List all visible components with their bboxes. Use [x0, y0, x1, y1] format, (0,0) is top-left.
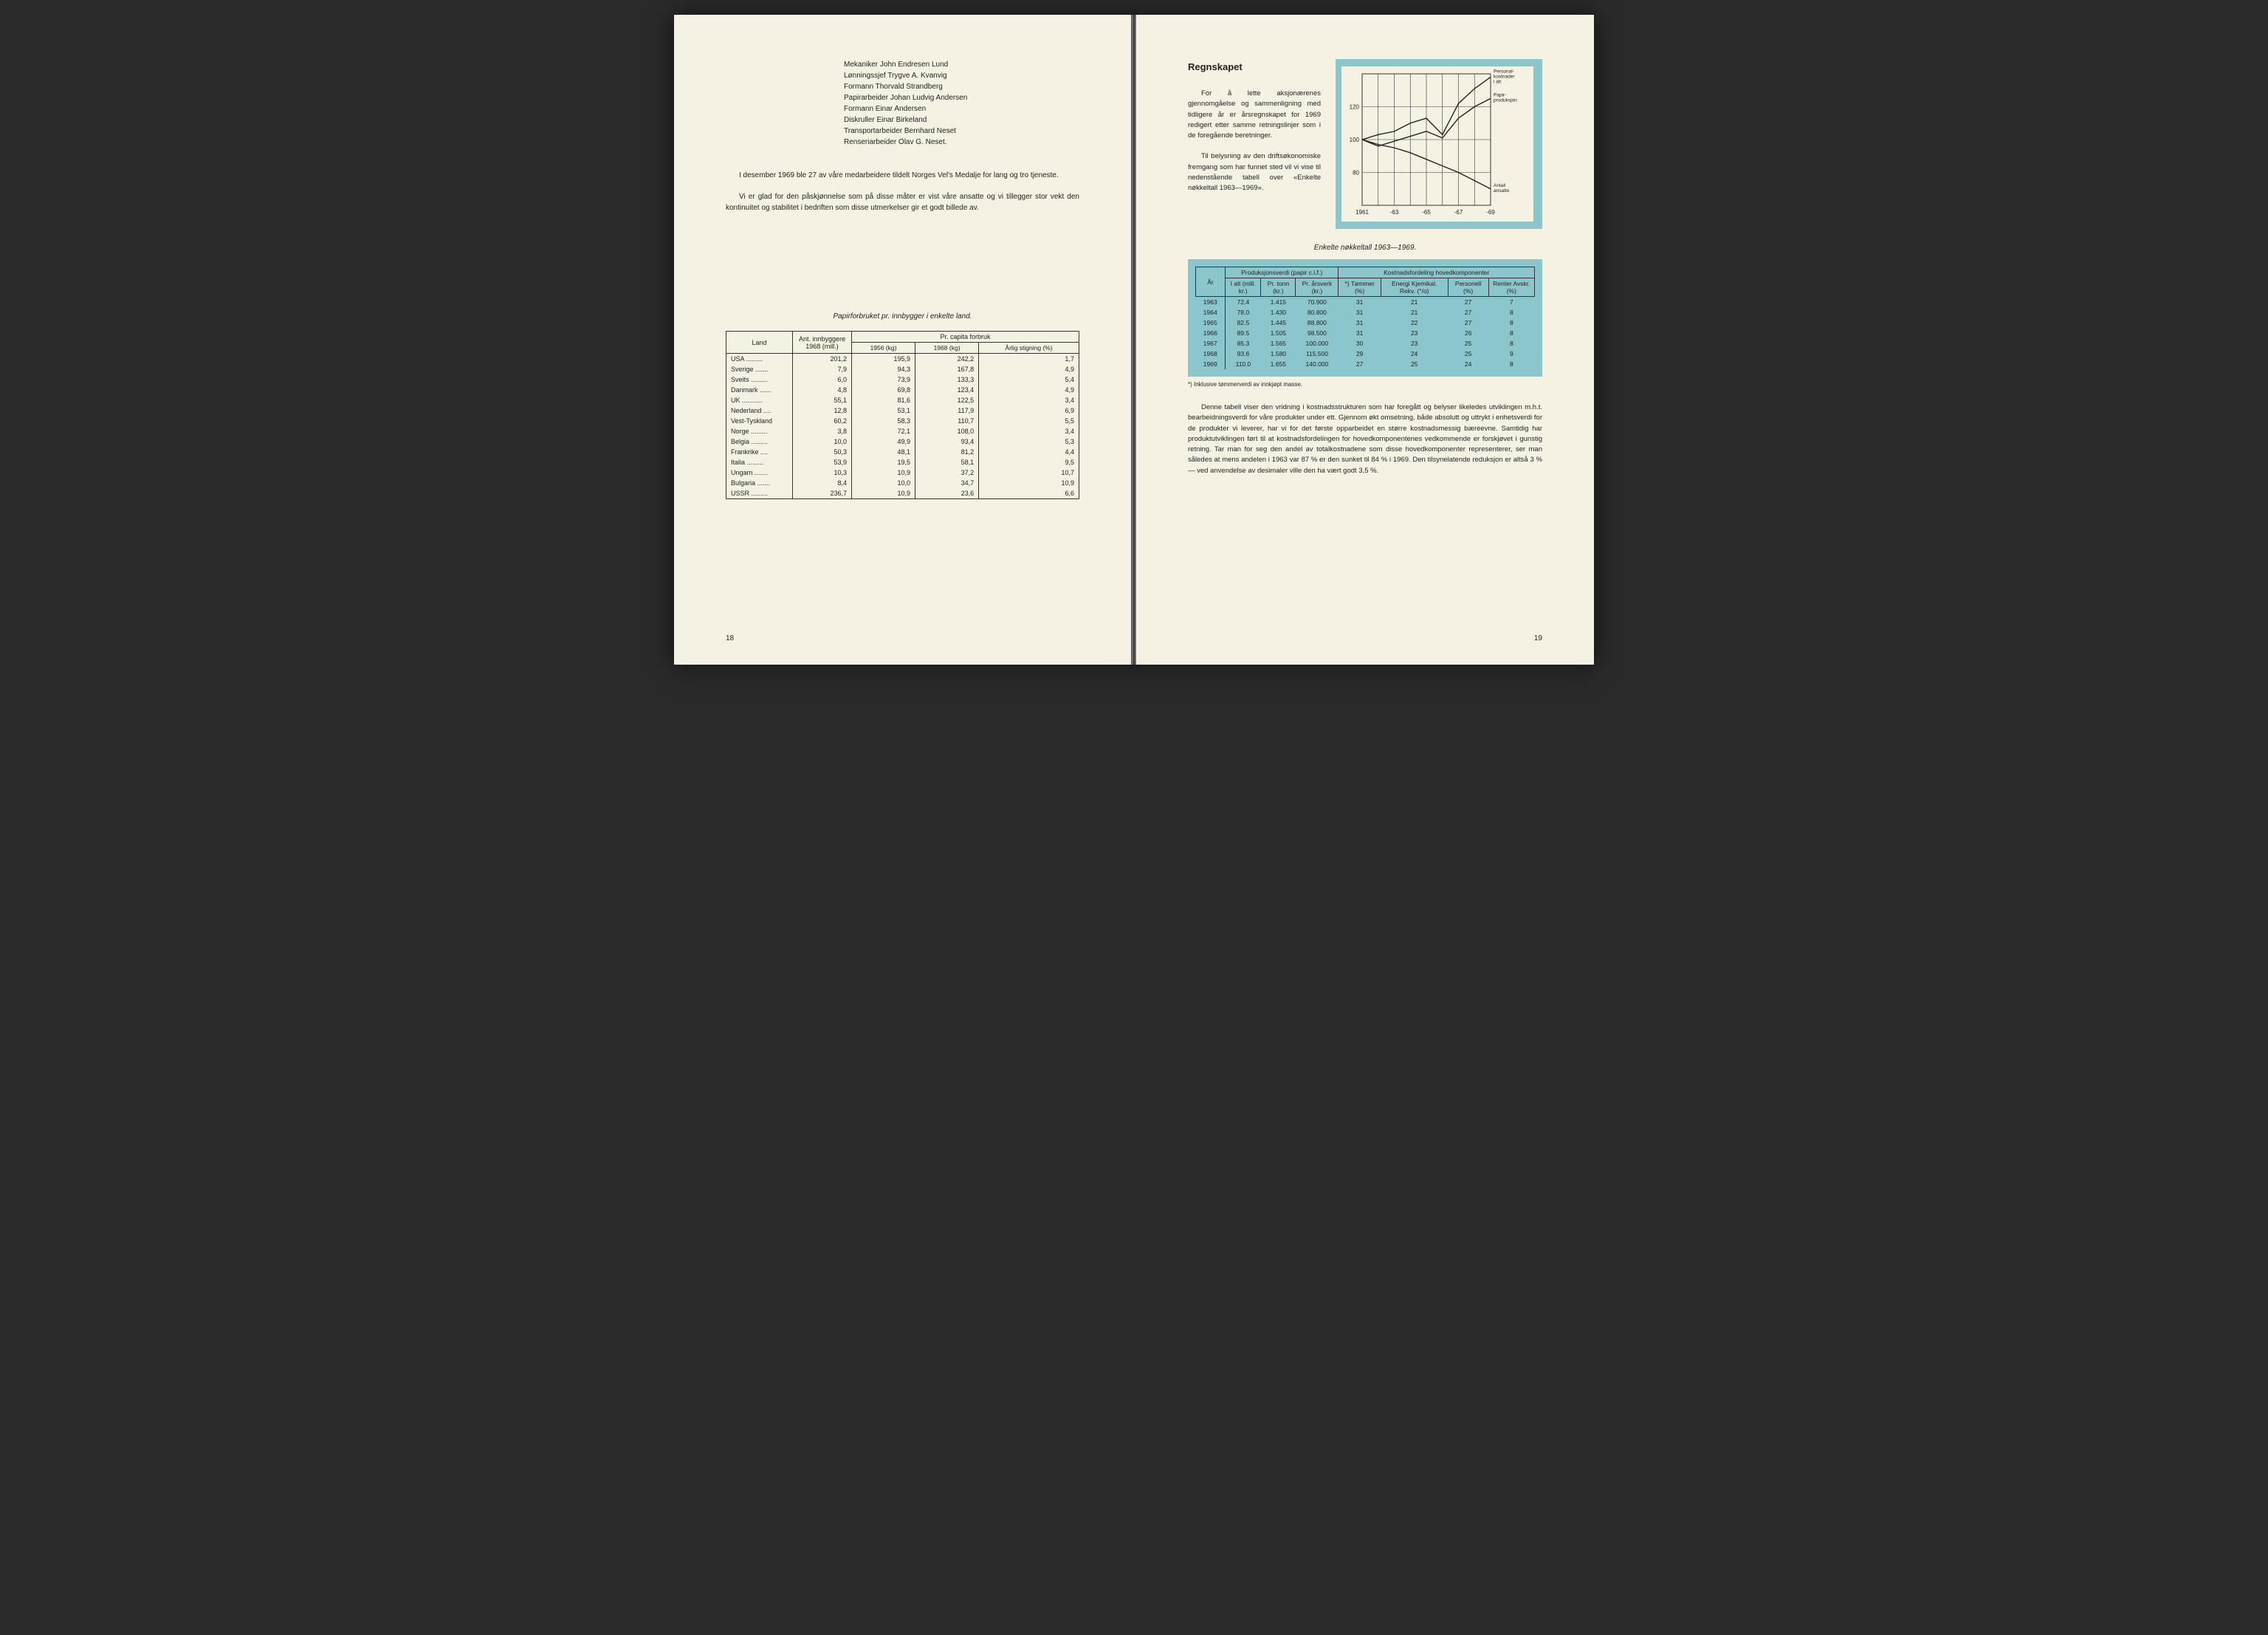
svg-text:-69: -69: [1486, 209, 1495, 216]
paper-consumption-table: Land Ant. innbyggere 1968 (mill.) Pr. ca…: [726, 331, 1079, 499]
table-row: Danmark ...... 4,8 69,8 123,4 4,9: [726, 385, 1079, 395]
svg-text:Papir-: Papir-: [1494, 92, 1506, 97]
table-row: 196478.01.43080.8003121278: [1196, 307, 1535, 318]
svg-text:-67: -67: [1454, 209, 1463, 216]
th-forbruk: Pr. capita forbruk: [852, 332, 1079, 343]
th-1968: 1968 (kg): [915, 343, 979, 354]
keytable-wrap: År Produksjonsverdi (papir c.i.f.) Kostn…: [1188, 259, 1542, 377]
names-list: Mekaniker John Endresen LundLønningssjef…: [844, 59, 1079, 148]
table-row: 196689.51.50598.5003123268: [1196, 328, 1535, 338]
page-right: Regnskapet For å lette aksjonærenes gjen…: [1136, 15, 1594, 665]
th-personell: Personell (%): [1448, 278, 1488, 297]
paragraph: Vi er glad for den påskjønnelse som på d…: [726, 191, 1079, 213]
svg-text:80: 80: [1353, 170, 1359, 176]
table-row: Sveits ......... 6,0 73,9 133,3 5,4: [726, 374, 1079, 385]
table-row: Belgia ......... 10,0 49,9 93,4 5,3: [726, 436, 1079, 447]
svg-text:kostnader: kostnader: [1494, 74, 1515, 79]
svg-text:100: 100: [1350, 137, 1360, 143]
th-ar: År: [1196, 267, 1226, 297]
table-row: Frankrike .... 50,3 48,1 81,2 4,4: [726, 447, 1079, 457]
svg-text:Personal-: Personal-: [1494, 69, 1514, 74]
svg-text:-65: -65: [1422, 209, 1431, 216]
name-item: Renseriarbeider Olav G. Neset.: [844, 137, 1079, 148]
paragraph: I desember 1969 ble 27 av våre medarbeid…: [726, 170, 1079, 181]
key-figures-table: År Produksjonsverdi (papir c.i.f.) Kostn…: [1195, 267, 1535, 369]
page-number: 19: [1534, 634, 1542, 642]
th-land: Land: [726, 332, 793, 354]
svg-text:ansatte: ansatte: [1494, 188, 1510, 193]
svg-text:i alt: i alt: [1494, 79, 1501, 84]
paragraph: Til belysning av den driftsøkonomiske fr…: [1188, 151, 1321, 193]
th-stigning: Årlig stigning (%): [979, 343, 1079, 354]
chart-svg: 80 100 120 1961 -63 -65 -67 -69 Personal-kostnad…: [1341, 66, 1533, 222]
th-pop: Ant. innbyggere 1968 (mill.): [793, 332, 852, 354]
table-row: Vest-Tyskland 60,2 58,3 110,7 5,5: [726, 416, 1079, 426]
table-row: 196893.61.580115.5002924259: [1196, 349, 1535, 359]
table-row: Sverige ....... 7,9 94,3 167,8 4,9: [726, 364, 1079, 374]
name-item: Diskruller Einar Birkeland: [844, 114, 1079, 126]
table-row: Nederland .... 12,8 53,1 117,9 6,9: [726, 405, 1079, 416]
page-number: 18: [726, 634, 734, 642]
footnote: *) Inklusive tømmerverdi av innkjøpt mas…: [1188, 381, 1542, 388]
th-1956: 1956 (kg): [852, 343, 915, 354]
svg-text:Antall: Antall: [1494, 183, 1506, 188]
svg-text:-63: -63: [1390, 209, 1399, 216]
table-row: USSR ......... 236,7 10,9 23,6 6,6: [726, 488, 1079, 499]
section-title: Regnskapet: [1188, 59, 1321, 75]
th-prod: Produksjonsverdi (papir c.i.f.): [1226, 267, 1339, 278]
table-row: Bulgaria ....... 8,4 10,0 34,7 10,9: [726, 478, 1079, 488]
table-row: 196582.51.44588.8003122278: [1196, 318, 1535, 328]
table-row: USA ......... 201,2 195,9 242,2 1,7: [726, 354, 1079, 365]
table-row: Ungarn ....... 10,3 10,9 37,2 10,7: [726, 467, 1079, 478]
line-chart: 80 100 120 1961 -63 -65 -67 -69 Personal-kostnad…: [1336, 59, 1542, 229]
book-spread: Mekaniker John Endresen LundLønningssjef…: [674, 15, 1594, 665]
name-item: Transportarbeider Bernhard Neset: [844, 126, 1079, 137]
th-renter: Renter Avskr. (%): [1488, 278, 1534, 297]
svg-text:produksjon: produksjon: [1494, 97, 1517, 103]
svg-text:120: 120: [1350, 104, 1360, 111]
th-energi: Energi Kjemikal. Rekv. (°/o): [1381, 278, 1448, 297]
table-row: Norge ......... 3,8 72,1 108,0 3,4: [726, 426, 1079, 436]
paragraph: For å lette aksjonærenes gjennomgåelse o…: [1188, 89, 1321, 141]
name-item: Formann Einar Andersen: [844, 103, 1079, 114]
th-tommer: *) Tømmer (%): [1339, 278, 1381, 297]
name-item: Papirarbeider Johan Ludvig Andersen: [844, 92, 1079, 103]
table-row: 196372.41.41570.9003121277: [1196, 297, 1535, 308]
th-prarsverk: Pr. årsverk (kr.): [1296, 278, 1339, 297]
keytable-title: Enkelte nøkkeltall 1963—1969.: [1188, 244, 1542, 252]
paragraph: Denne tabell viser den vridning i kostna…: [1188, 402, 1542, 476]
name-item: Lønningssjef Trygve A. Kvanvig: [844, 70, 1079, 81]
right-text-column: Regnskapet For å lette aksjonærenes gjen…: [1188, 59, 1321, 229]
table-row: UK ........... 55,1 81,6 122,5 3,4: [726, 395, 1079, 405]
th-prtonn: Pr. tonn (kr.): [1261, 278, 1296, 297]
table-title: Papirforbruket pr. innbygger i enkelte l…: [726, 312, 1079, 321]
table-row: 1969110.01.655140.0002725248: [1196, 359, 1535, 369]
table-row: 196785.31.565100.0003023258: [1196, 338, 1535, 349]
table-row: Italia ......... 53,9 19,5 58,1 9,5: [726, 457, 1079, 467]
th-ialt: I alt (mill. kr.): [1226, 278, 1261, 297]
page-left: Mekaniker John Endresen LundLønningssjef…: [674, 15, 1132, 665]
th-kost: Kostnadsfordeling hovedkomponenter: [1339, 267, 1535, 278]
svg-text:1961: 1961: [1355, 209, 1369, 216]
name-item: Mekaniker John Endresen Lund: [844, 59, 1079, 70]
name-item: Formann Thorvald Strandberg: [844, 81, 1079, 92]
